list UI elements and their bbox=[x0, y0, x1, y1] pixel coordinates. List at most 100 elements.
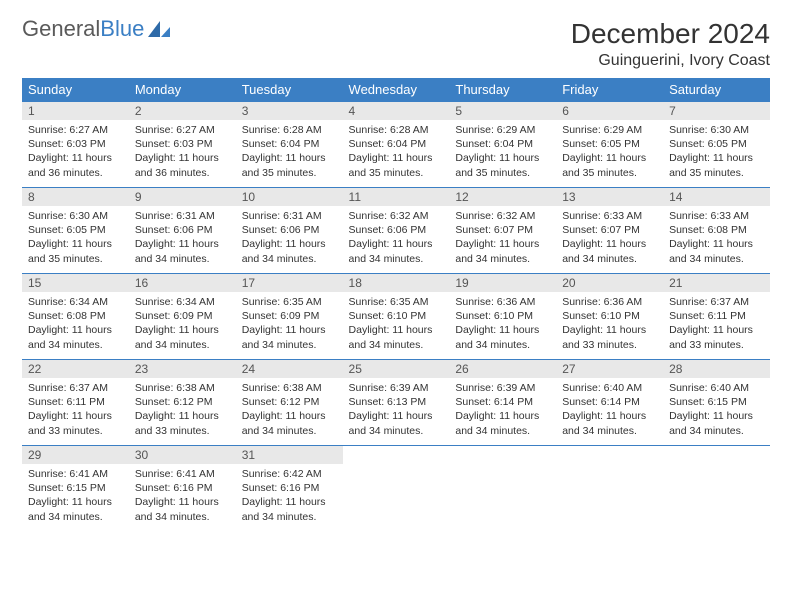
day-body: Sunrise: 6:32 AMSunset: 6:06 PMDaylight:… bbox=[343, 206, 450, 270]
location: Guinguerini, Ivory Coast bbox=[571, 52, 770, 70]
logo-text-gray: General bbox=[22, 18, 100, 40]
day-number: 8 bbox=[22, 188, 129, 206]
day-body: Sunrise: 6:27 AMSunset: 6:03 PMDaylight:… bbox=[22, 120, 129, 184]
daylight-line: Daylight: 11 hours and 35 minutes. bbox=[242, 151, 337, 179]
day-number: 4 bbox=[343, 102, 450, 120]
daylight-line: Daylight: 11 hours and 35 minutes. bbox=[669, 151, 764, 179]
day-number: 10 bbox=[236, 188, 343, 206]
day-number: 3 bbox=[236, 102, 343, 120]
day-body: Sunrise: 6:36 AMSunset: 6:10 PMDaylight:… bbox=[556, 292, 663, 356]
day-cell: 14Sunrise: 6:33 AMSunset: 6:08 PMDayligh… bbox=[663, 188, 770, 274]
day-body: Sunrise: 6:38 AMSunset: 6:12 PMDaylight:… bbox=[129, 378, 236, 442]
daylight-line: Daylight: 11 hours and 34 minutes. bbox=[242, 495, 337, 523]
sunset-line: Sunset: 6:12 PM bbox=[135, 395, 230, 409]
day-body: Sunrise: 6:28 AMSunset: 6:04 PMDaylight:… bbox=[236, 120, 343, 184]
daylight-line: Daylight: 11 hours and 35 minutes. bbox=[349, 151, 444, 179]
sunrise-line: Sunrise: 6:32 AM bbox=[455, 209, 550, 223]
sunset-line: Sunset: 6:06 PM bbox=[135, 223, 230, 237]
day-body: Sunrise: 6:34 AMSunset: 6:08 PMDaylight:… bbox=[22, 292, 129, 356]
day-cell: 13 Sunrise: 6:33 AMSunset: 6:07 PMDayligh… bbox=[556, 188, 663, 274]
sunset-line: Sunset: 6:09 PM bbox=[135, 309, 230, 323]
calendar-body: 1Sunrise: 6:27 AMSunset: 6:03 PMDaylight… bbox=[22, 102, 770, 532]
daylight-line: Daylight: 11 hours and 34 minutes. bbox=[455, 237, 550, 265]
day-number: 16 bbox=[129, 274, 236, 292]
sunset-line: Sunset: 6:07 PM bbox=[562, 223, 657, 237]
sunrise-line: Sunrise: 6:27 AM bbox=[135, 123, 230, 137]
day-body: Sunrise: 6:41 AMSunset: 6:15 PMDaylight:… bbox=[22, 464, 129, 528]
logo-sail-icon bbox=[146, 19, 172, 39]
sunset-line: Sunset: 6:10 PM bbox=[349, 309, 444, 323]
weekday-header: Thursday bbox=[449, 78, 556, 102]
daylight-line: Daylight: 11 hours and 36 minutes. bbox=[135, 151, 230, 179]
sunset-line: Sunset: 6:04 PM bbox=[349, 137, 444, 151]
sunset-line: Sunset: 6:16 PM bbox=[242, 481, 337, 495]
day-body: Sunrise: 6:34 AMSunset: 6:09 PMDaylight:… bbox=[129, 292, 236, 356]
day-body: Sunrise: 6:37 AMSunset: 6:11 PMDaylight:… bbox=[663, 292, 770, 356]
sunrise-line: Sunrise: 6:35 AM bbox=[349, 295, 444, 309]
sunrise-line: Sunrise: 6:28 AM bbox=[349, 123, 444, 137]
daylight-line: Daylight: 11 hours and 34 minutes. bbox=[242, 323, 337, 351]
day-number: 13 bbox=[556, 188, 663, 206]
calendar-table: SundayMondayTuesdayWednesdayThursdayFrid… bbox=[22, 78, 770, 532]
sunset-line: Sunset: 6:05 PM bbox=[562, 137, 657, 151]
day-number: 23 bbox=[129, 360, 236, 378]
day-number: 15 bbox=[22, 274, 129, 292]
day-cell: 21Sunrise: 6:37 AMSunset: 6:11 PMDayligh… bbox=[663, 274, 770, 360]
daylight-line: Daylight: 11 hours and 34 minutes. bbox=[349, 409, 444, 437]
day-number: 14 bbox=[663, 188, 770, 206]
day-body: Sunrise: 6:35 AMSunset: 6:09 PMDaylight:… bbox=[236, 292, 343, 356]
sunrise-line: Sunrise: 6:33 AM bbox=[562, 209, 657, 223]
month-title: December 2024 bbox=[571, 18, 770, 50]
day-body: Sunrise: 6:41 AMSunset: 6:16 PMDaylight:… bbox=[129, 464, 236, 528]
day-cell: 9Sunrise: 6:31 AMSunset: 6:06 PMDaylight… bbox=[129, 188, 236, 274]
day-body: Sunrise: 6:27 AMSunset: 6:03 PMDaylight:… bbox=[129, 120, 236, 184]
day-number: 5 bbox=[449, 102, 556, 120]
sunset-line: Sunset: 6:14 PM bbox=[455, 395, 550, 409]
empty-cell bbox=[556, 446, 663, 532]
weekday-header: Sunday bbox=[22, 78, 129, 102]
sunrise-line: Sunrise: 6:29 AM bbox=[455, 123, 550, 137]
day-cell: 26Sunrise: 6:39 AMSunset: 6:14 PMDayligh… bbox=[449, 360, 556, 446]
day-number: 2 bbox=[129, 102, 236, 120]
day-number: 30 bbox=[129, 446, 236, 464]
sunrise-line: Sunrise: 6:42 AM bbox=[242, 467, 337, 481]
day-body: Sunrise: 6:32 AMSunset: 6:07 PMDaylight:… bbox=[449, 206, 556, 270]
sunrise-line: Sunrise: 6:31 AM bbox=[135, 209, 230, 223]
sunrise-line: Sunrise: 6:34 AM bbox=[135, 295, 230, 309]
sunrise-line: Sunrise: 6:30 AM bbox=[669, 123, 764, 137]
daylight-line: Daylight: 11 hours and 33 minutes. bbox=[669, 323, 764, 351]
sunset-line: Sunset: 6:04 PM bbox=[455, 137, 550, 151]
sunset-line: Sunset: 6:03 PM bbox=[28, 137, 123, 151]
calendar-row: 8Sunrise: 6:30 AMSunset: 6:05 PMDaylight… bbox=[22, 188, 770, 274]
empty-cell bbox=[449, 446, 556, 532]
day-cell: 22Sunrise: 6:37 AMSunset: 6:11 PMDayligh… bbox=[22, 360, 129, 446]
sunset-line: Sunset: 6:16 PM bbox=[135, 481, 230, 495]
sunrise-line: Sunrise: 6:37 AM bbox=[669, 295, 764, 309]
day-cell: 6Sunrise: 6:29 AMSunset: 6:05 PMDaylight… bbox=[556, 102, 663, 188]
logo: GeneralBlue bbox=[22, 18, 172, 40]
day-body: Sunrise: 6:31 AMSunset: 6:06 PMDaylight:… bbox=[236, 206, 343, 270]
day-number: 27 bbox=[556, 360, 663, 378]
sunset-line: Sunset: 6:06 PM bbox=[349, 223, 444, 237]
day-cell: 4 Sunrise: 6:28 AMSunset: 6:04 PMDaylight… bbox=[343, 102, 450, 188]
sunrise-line: Sunrise: 6:39 AM bbox=[455, 381, 550, 395]
weekday-header: Tuesday bbox=[236, 78, 343, 102]
day-cell: 17Sunrise: 6:35 AMSunset: 6:09 PMDayligh… bbox=[236, 274, 343, 360]
day-number: 11 bbox=[343, 188, 450, 206]
daylight-line: Daylight: 11 hours and 33 minutes. bbox=[562, 323, 657, 351]
day-cell: 1Sunrise: 6:27 AMSunset: 6:03 PMDaylight… bbox=[22, 102, 129, 188]
sunset-line: Sunset: 6:05 PM bbox=[28, 223, 123, 237]
sunrise-line: Sunrise: 6:30 AM bbox=[28, 209, 123, 223]
daylight-line: Daylight: 11 hours and 34 minutes. bbox=[349, 323, 444, 351]
sunset-line: Sunset: 6:05 PM bbox=[669, 137, 764, 151]
title-block: December 2024 Guinguerini, Ivory Coast bbox=[571, 18, 770, 70]
day-cell: 2Sunrise: 6:27 AMSunset: 6:03 PMDaylight… bbox=[129, 102, 236, 188]
sunset-line: Sunset: 6:11 PM bbox=[28, 395, 123, 409]
day-cell: 25Sunrise: 6:39 AMSunset: 6:13 PMDayligh… bbox=[343, 360, 450, 446]
weekday-header: Saturday bbox=[663, 78, 770, 102]
daylight-line: Daylight: 11 hours and 34 minutes. bbox=[562, 237, 657, 265]
sunset-line: Sunset: 6:15 PM bbox=[669, 395, 764, 409]
daylight-line: Daylight: 11 hours and 35 minutes. bbox=[28, 237, 123, 265]
sunrise-line: Sunrise: 6:31 AM bbox=[242, 209, 337, 223]
day-cell: 5Sunrise: 6:29 AMSunset: 6:04 PMDaylight… bbox=[449, 102, 556, 188]
